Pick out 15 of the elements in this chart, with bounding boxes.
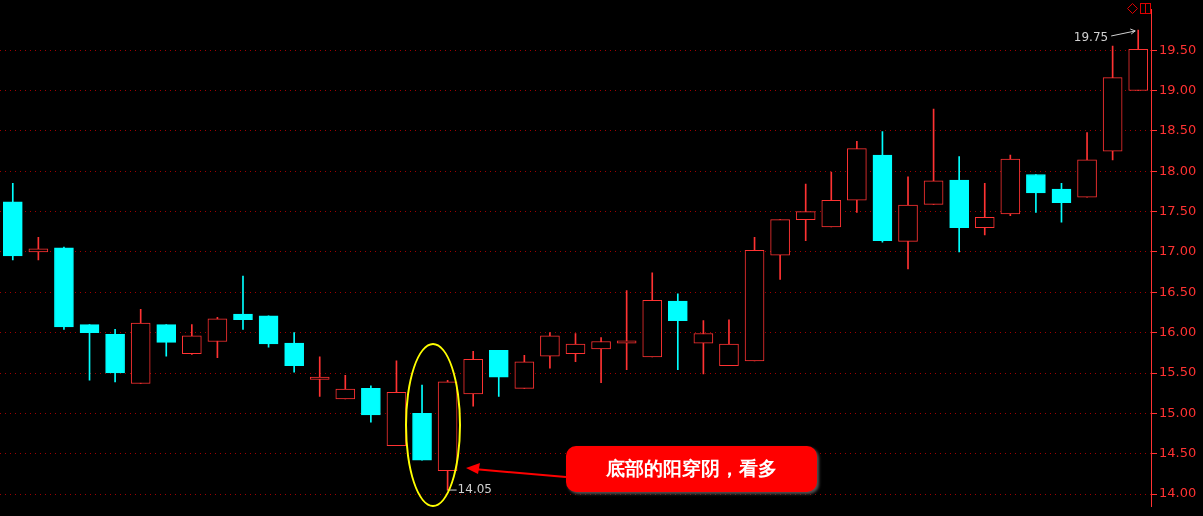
y-tick-label: 15.50 [1159, 364, 1197, 380]
y-tick-label: 19.50 [1159, 41, 1197, 57]
y-tick-label: 19.00 [1159, 81, 1197, 97]
y-tick-label: 14.50 [1159, 445, 1197, 461]
y-tick-label: 17.00 [1159, 243, 1197, 259]
y-tick-label: 18.00 [1159, 162, 1197, 178]
y-tick-label: 15.00 [1159, 404, 1197, 420]
y-tick-label: 16.00 [1159, 324, 1197, 340]
y-tick-label: 14.00 [1159, 485, 1197, 501]
y-tick-label: 18.50 [1159, 122, 1197, 138]
y-tick-label: 17.50 [1159, 202, 1197, 218]
annotation: 19.75 [1073, 30, 1109, 45]
y-tick-label: 16.50 [1159, 283, 1197, 299]
callout: 底部的阳穿阴，看多 [566, 446, 817, 492]
annotation: 14.05 [457, 482, 492, 497]
